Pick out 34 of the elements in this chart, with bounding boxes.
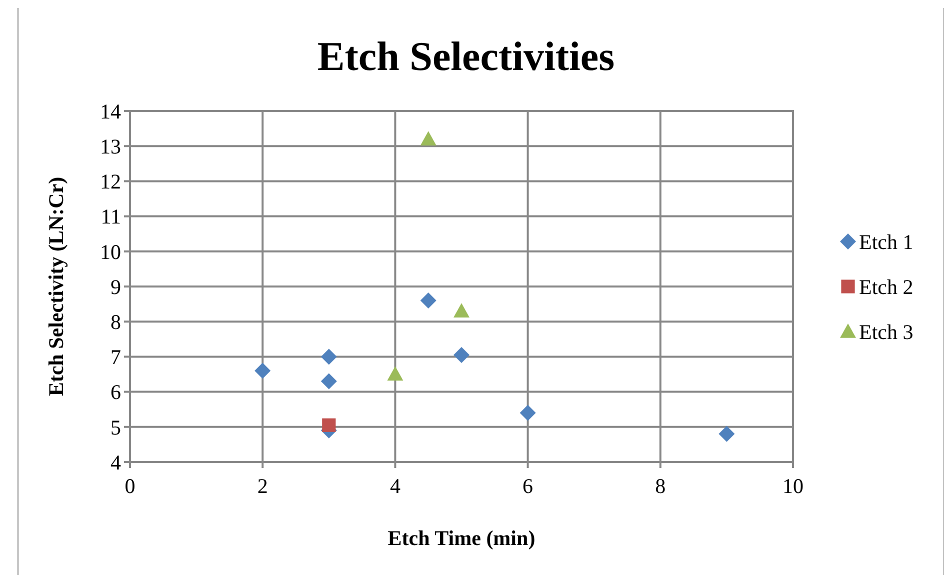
- y-axis-title: Etch Selectivity (LN:Cr): [44, 176, 68, 396]
- point: [387, 366, 404, 381]
- x-tick-label: 4: [390, 474, 401, 498]
- point: [420, 131, 436, 146]
- y-tick-label: 6: [110, 380, 121, 404]
- chart-title: Etch Selectivities: [317, 33, 615, 79]
- x-tick-label: 0: [124, 474, 136, 498]
- y-tick-label: 5: [110, 415, 121, 440]
- y-tick-label: 14: [100, 99, 122, 124]
- point: [454, 346, 470, 363]
- y-tick-label: 12: [100, 170, 121, 194]
- point: [254, 362, 271, 379]
- x-tick-label: 10: [782, 474, 804, 498]
- x-tick-label: 8: [655, 474, 666, 498]
- x-tick-label: 2: [257, 474, 268, 498]
- point: [420, 292, 436, 309]
- point: [718, 426, 735, 442]
- legend-label: Etch 1: [859, 230, 914, 254]
- point: [454, 303, 470, 318]
- y-tick-label: 8: [110, 310, 121, 334]
- legend-label: Etch 3: [859, 320, 914, 344]
- point: [520, 404, 536, 421]
- point: [322, 418, 336, 432]
- point: [320, 348, 337, 365]
- y-tick-label: 7: [110, 345, 121, 370]
- y-tick-label: 11: [100, 204, 121, 229]
- y-tick-label: 10: [100, 240, 121, 264]
- y-tick-label: 4: [110, 450, 122, 474]
- legend-label: Etch 2: [859, 274, 914, 299]
- x-axis-title: Etch Time (min): [388, 526, 536, 550]
- x-tick-label: 6: [522, 474, 534, 498]
- point: [320, 373, 337, 390]
- y-tick-label: 13: [100, 134, 121, 158]
- y-tick-label: 9: [110, 274, 121, 299]
